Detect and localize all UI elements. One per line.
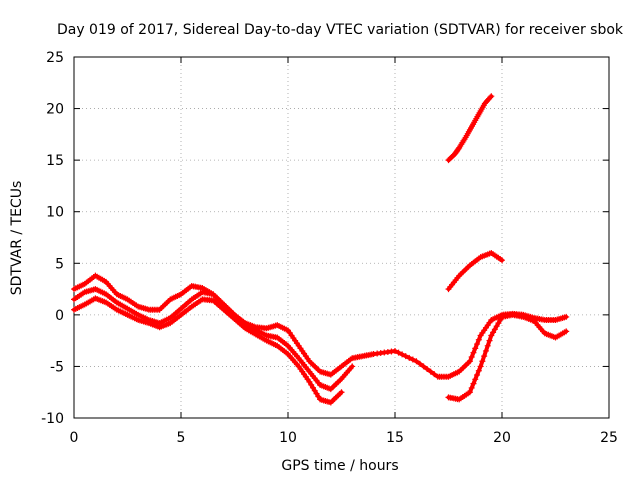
data-point [409, 356, 416, 363]
data-point [406, 354, 413, 361]
series-trace [72, 273, 569, 379]
x-tick-label: 25 [600, 430, 618, 446]
data-point [474, 372, 481, 379]
data-point [493, 323, 500, 330]
data-point [416, 360, 423, 367]
data-point [488, 93, 495, 100]
ticks: 0 5 10 15 20 25 -10 -5 0 5 10 15 20 25 [41, 50, 618, 446]
x-tick-label: 10 [279, 430, 297, 446]
data-point [490, 329, 497, 336]
series-track-2 [71, 286, 356, 393]
data-point [470, 380, 477, 387]
data-point [392, 347, 398, 354]
data-points [71, 93, 570, 406]
y-tick-label: 5 [55, 256, 64, 272]
data-point [349, 363, 356, 370]
x-tick-label: 20 [493, 430, 511, 446]
series-track-1 [71, 272, 570, 380]
data-point [468, 384, 475, 391]
x-tick-label: 15 [386, 430, 404, 446]
data-point [431, 371, 438, 378]
series-track-4 [445, 311, 570, 403]
series-track-3 [71, 295, 345, 406]
series-trace [446, 312, 569, 402]
data-point [563, 313, 570, 320]
data-point [420, 363, 427, 370]
data-point [487, 94, 494, 101]
data-point [486, 337, 493, 344]
x-axis-label: GPS time / hours [281, 458, 398, 474]
y-axis-label: SDTVAR / TECUs [9, 181, 25, 296]
data-point [474, 341, 481, 348]
data-point [477, 363, 484, 370]
data-point [413, 358, 420, 365]
data-point [479, 358, 486, 365]
x-tick-label: 5 [177, 430, 186, 446]
y-tick-label: 20 [46, 102, 64, 118]
x-tick-label: 0 [70, 430, 79, 446]
data-point [495, 320, 502, 327]
data-point [488, 332, 495, 339]
data-point [424, 366, 431, 373]
y-tick-label: -5 [50, 359, 64, 375]
data-point [491, 326, 498, 333]
chart-title: Day 019 of 2017, Sidereal Day-to-day VTE… [57, 22, 624, 38]
plot-frame [73, 56, 610, 419]
data-point [475, 336, 482, 343]
data-point [427, 368, 434, 375]
series-track-5 [445, 93, 495, 164]
y-tick-label: 10 [46, 205, 64, 221]
data-point [468, 353, 475, 360]
data-point [497, 317, 504, 324]
y-tick-label: 25 [46, 50, 64, 66]
data-point [472, 376, 479, 383]
data-point [395, 349, 402, 356]
data-point [475, 367, 482, 374]
grid [74, 57, 609, 418]
y-tick-label: 15 [46, 153, 64, 169]
data-point [499, 257, 505, 264]
data-point [338, 389, 345, 396]
data-point [484, 342, 491, 349]
data-point [482, 347, 489, 354]
data-point [481, 353, 488, 360]
data-point [399, 351, 406, 358]
data-point [472, 345, 479, 352]
y-tick-label: -10 [41, 411, 64, 427]
data-point [402, 353, 409, 360]
y-tick-label: 0 [55, 308, 64, 324]
data-point [563, 328, 570, 335]
data-point [466, 358, 473, 365]
series-track-6 [445, 249, 505, 293]
data-point [466, 389, 473, 396]
data-point [470, 349, 477, 356]
